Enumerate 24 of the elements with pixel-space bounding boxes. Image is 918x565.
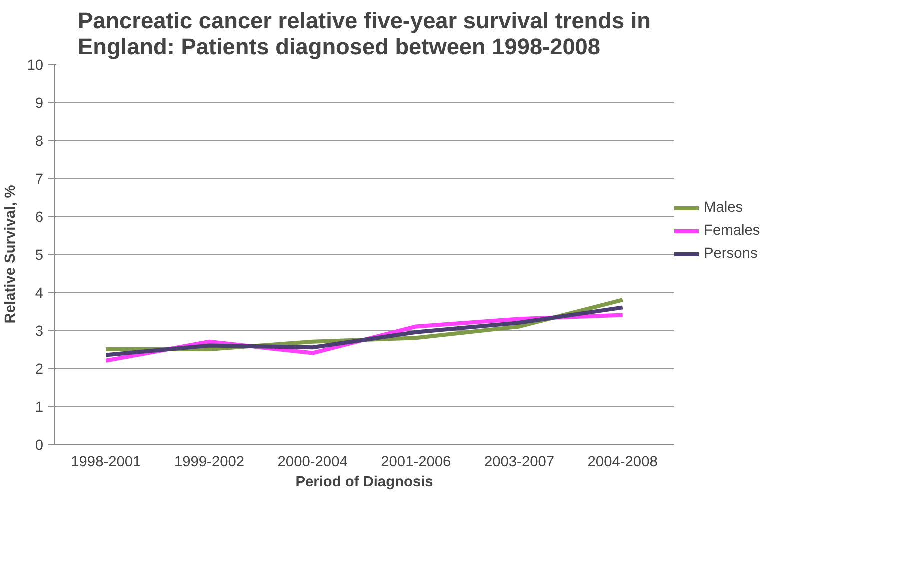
legend-label: Females <box>704 223 760 239</box>
x-tick-label: 2000-2004 <box>278 454 348 470</box>
y-tick-label: 3 <box>35 324 44 340</box>
y-tick-label: 5 <box>35 248 44 264</box>
chart-title: Pancreatic cancer relative five-year survival trends in England: Patients diagnosed between 1998-2008 <box>78 8 652 60</box>
legend-label: Persons <box>704 246 758 262</box>
y-tick-label: 4 <box>35 286 44 302</box>
y-tick-label: 6 <box>35 210 44 226</box>
y-tick-label: 2 <box>35 362 44 378</box>
line-series <box>104 306 625 358</box>
legend-label: Males <box>704 200 744 216</box>
y-tick-label: 0 <box>35 438 44 454</box>
y-tick-label: 10 <box>27 58 44 74</box>
x-axis-title: Period of Diagnosis <box>296 474 434 490</box>
x-tick-label: 2001-2006 <box>381 454 452 470</box>
y-tick-label: 8 <box>35 134 44 150</box>
y-tick-label: 7 <box>35 172 44 188</box>
y-axis-title: Relative Survival, % <box>3 185 20 324</box>
x-tick-label: 2003-2007 <box>484 454 555 470</box>
x-tick-label: 2004-2008 <box>588 454 658 470</box>
x-tick-label: 1999-2002 <box>174 454 245 470</box>
x-tick-label: 1998-2001 <box>71 454 142 470</box>
y-tick-label: 1 <box>35 400 44 416</box>
y-tick-label: 9 <box>35 96 44 112</box>
